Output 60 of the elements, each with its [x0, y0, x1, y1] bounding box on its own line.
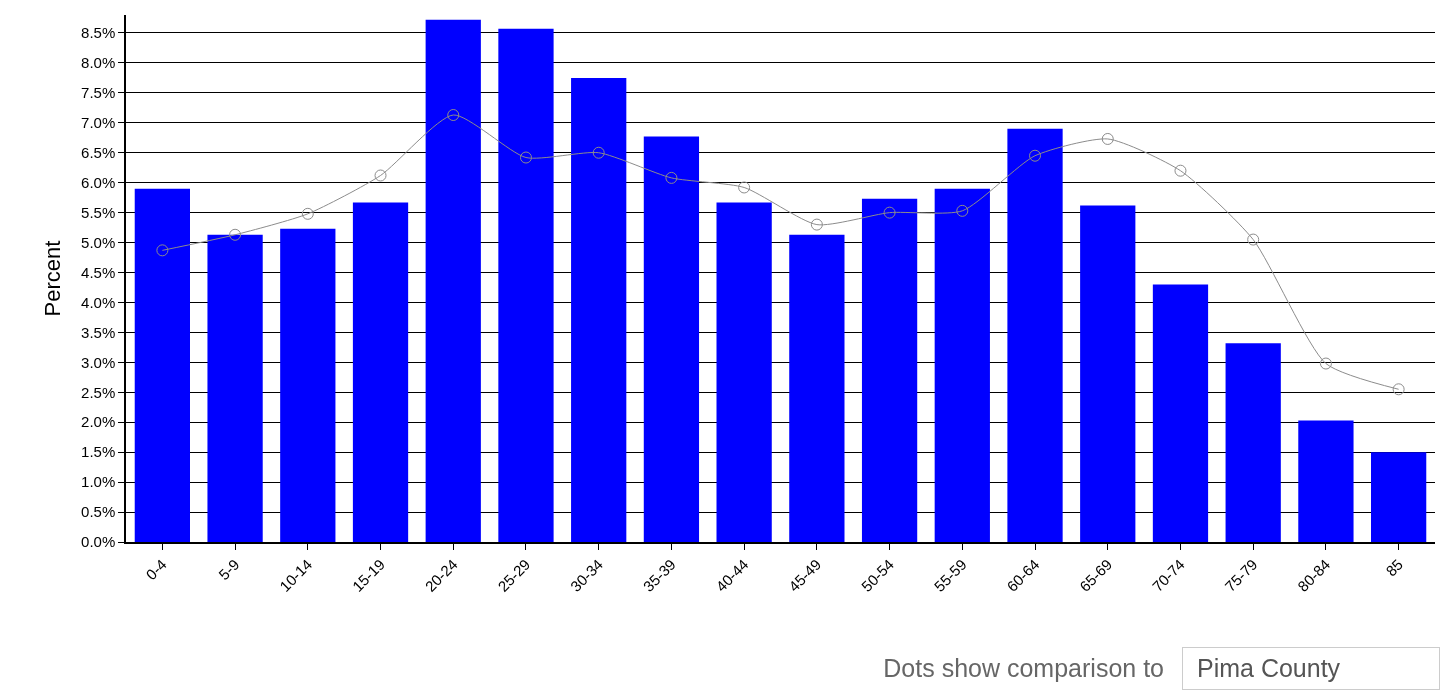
y-tick-label: 8.0%: [81, 54, 116, 72]
point: [229, 228, 242, 241]
bar: [934, 188, 990, 542]
y-tick-label: 3.0%: [81, 353, 116, 371]
x-tick-label: 85: [1382, 555, 1407, 580]
y-tick-label: 7.0%: [81, 114, 116, 132]
point: [1029, 149, 1042, 162]
x-tick-label: 0-4: [142, 555, 170, 584]
y-tick-label: 6.0%: [81, 173, 116, 191]
y-tick-label: 1.0%: [81, 473, 116, 491]
y-tick-label: 6.5%: [81, 143, 116, 161]
bar: [280, 228, 336, 542]
bar: [134, 188, 190, 542]
bar: [643, 136, 700, 542]
bar: [352, 202, 409, 542]
text: Dots show comparison to: [883, 654, 1164, 683]
point: [519, 151, 532, 164]
point: [1247, 233, 1260, 246]
y-tick-label: 2.5%: [81, 383, 116, 401]
y-tick-label: 4.5%: [81, 263, 116, 281]
point: [1392, 383, 1405, 396]
bar: [789, 234, 845, 542]
y-tick-label: 2.0%: [81, 413, 116, 431]
y-tick-label: 7.5%: [81, 84, 116, 102]
y-tick-label: 3.5%: [81, 323, 116, 341]
point: [592, 146, 605, 159]
y-axis-title: Percent: [40, 240, 66, 317]
y-tick-label: 5.0%: [81, 233, 116, 251]
bar: [1371, 452, 1427, 542]
bar: [571, 77, 627, 542]
y-tick-label: 0.5%: [81, 503, 116, 521]
bar: [498, 28, 554, 542]
bar: [716, 202, 772, 542]
bar: [1152, 284, 1209, 542]
x-tick-label: 5-9: [215, 555, 243, 584]
point: [1319, 357, 1332, 370]
point: [447, 109, 460, 122]
point: [665, 171, 678, 184]
point: [810, 218, 823, 231]
point: [1101, 132, 1114, 145]
point: [883, 206, 896, 219]
point: [738, 181, 751, 194]
bar: [1007, 128, 1063, 542]
point: [956, 204, 969, 217]
y-tick-label: 8.5%: [81, 24, 116, 42]
y-tick-label: 1.5%: [81, 443, 116, 461]
point: [1174, 164, 1187, 177]
y-tick-label: 4.0%: [81, 293, 116, 311]
y-tick-label: 0.0%: [81, 533, 116, 551]
bar: [425, 19, 481, 542]
y-tick-label: 5.5%: [81, 203, 116, 221]
bar: [1225, 343, 1281, 542]
point: [374, 169, 387, 182]
bar: [207, 234, 263, 542]
dropdown-field: Pima County: [1182, 647, 1440, 690]
bar: [861, 198, 918, 542]
bar: [1080, 205, 1136, 542]
bar: [1298, 420, 1354, 542]
point: [301, 207, 314, 220]
point: [156, 244, 169, 257]
